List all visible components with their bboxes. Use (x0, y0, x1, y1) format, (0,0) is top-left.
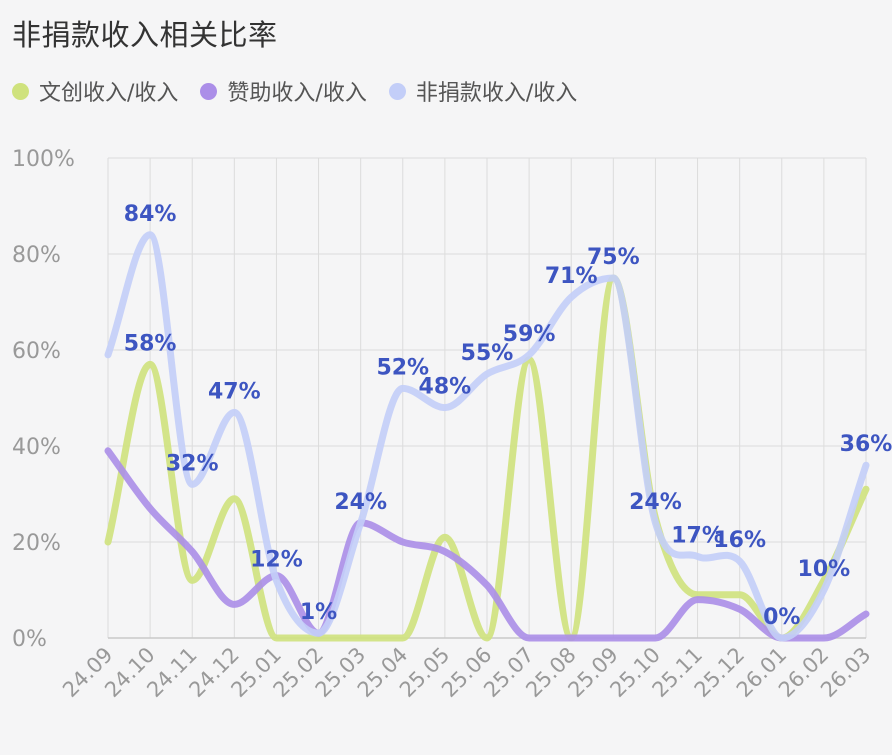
data-label: 71% (545, 264, 598, 289)
data-label: 55% (461, 341, 514, 366)
data-label: 32% (166, 451, 219, 476)
y-tick-label: 60% (12, 339, 61, 364)
data-label: 48% (419, 375, 472, 400)
data-label: 0% (763, 605, 800, 630)
y-tick-label: 40% (12, 435, 61, 460)
data-label: 36% (840, 432, 892, 457)
data-label: 10% (798, 557, 851, 582)
chart-title: 非捐款收入相关比率 (12, 18, 278, 52)
legend-swatch-zanzhu (200, 82, 218, 100)
data-label: 58% (124, 331, 177, 356)
series-line-feijuankuan (104, 231, 870, 642)
data-label: 59% (503, 322, 556, 347)
legend-item-wenchuang[interactable]: 文创收入/收入 (12, 75, 178, 107)
legend-swatch-feijuankuan (388, 82, 406, 100)
data-label: 84% (124, 202, 177, 227)
series-line-wenchuang (104, 274, 870, 642)
y-tick-label: 80% (12, 243, 61, 268)
y-tick-label: 20% (12, 531, 61, 556)
data-label: 24% (629, 490, 682, 515)
series-line-zanzhu (104, 447, 870, 642)
data-label: 52% (376, 355, 429, 380)
y-tick-label: 100% (12, 147, 75, 172)
chart-legend: 文创收入/收入 赞助收入/收入 非捐款收入/收入 (12, 76, 599, 106)
legend-label-feijuankuan: 非捐款收入/收入 (415, 81, 578, 106)
data-label: 75% (587, 245, 640, 270)
data-label: 12% (250, 547, 303, 572)
data-label: 17% (671, 523, 724, 548)
legend-swatch-wenchuang (12, 82, 29, 100)
data-label: 1% (300, 600, 337, 625)
data-label: 16% (713, 528, 766, 553)
legend-label-wenchuang: 文创收入/收入 (39, 81, 179, 106)
legend-item-zanzhu[interactable]: 赞助收入/收入 (200, 75, 367, 107)
legend-item-feijuankuan[interactable]: 非捐款收入/收入 (388, 75, 578, 107)
data-label: 24% (334, 490, 387, 515)
legend-label-zanzhu: 赞助收入/收入 (227, 81, 367, 106)
data-label: 47% (208, 379, 261, 404)
y-tick-label: 0% (12, 627, 47, 652)
